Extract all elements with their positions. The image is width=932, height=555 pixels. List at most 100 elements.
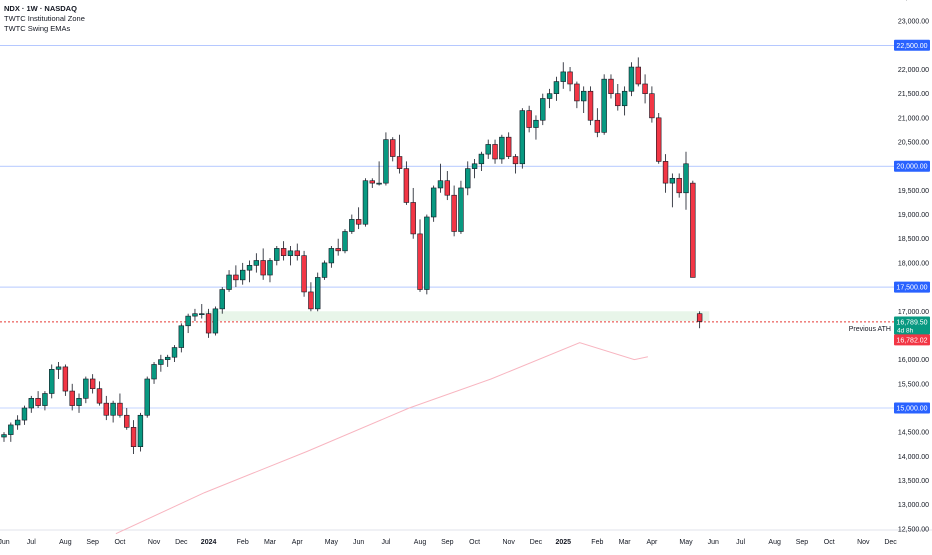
candle-body[interactable] bbox=[499, 136, 505, 160]
candle-body[interactable] bbox=[83, 378, 89, 399]
candle-body[interactable] bbox=[608, 78, 614, 94]
candle-body[interactable] bbox=[505, 136, 512, 157]
candle-body[interactable] bbox=[178, 325, 185, 348]
candle-body[interactable] bbox=[526, 110, 532, 128]
candle-body[interactable] bbox=[144, 378, 150, 416]
candle-body[interactable] bbox=[430, 187, 437, 218]
indicator-institutional-zone[interactable]: TWTC Institutional Zone bbox=[4, 14, 85, 23]
candle-body[interactable] bbox=[437, 180, 444, 189]
candle-body[interactable] bbox=[635, 66, 641, 85]
candle-body[interactable] bbox=[628, 66, 635, 92]
indicator-swing-emas[interactable]: TWTC Swing EMAs bbox=[4, 24, 71, 33]
candle-body[interactable] bbox=[260, 260, 266, 276]
candle-body[interactable] bbox=[226, 274, 232, 290]
candle-body[interactable] bbox=[69, 390, 75, 406]
candle-body[interactable] bbox=[280, 248, 287, 256]
candle-body[interactable] bbox=[574, 83, 580, 102]
candle-body[interactable] bbox=[533, 119, 539, 128]
candle-body[interactable] bbox=[28, 398, 34, 409]
candle-body[interactable] bbox=[267, 260, 273, 276]
candle-body[interactable] bbox=[362, 180, 369, 225]
candle-body[interactable] bbox=[696, 313, 703, 322]
candle-body[interactable] bbox=[656, 117, 662, 162]
candle-body[interactable] bbox=[512, 156, 519, 165]
candle-body[interactable] bbox=[14, 419, 21, 426]
candle-body[interactable] bbox=[540, 98, 546, 121]
candle-body[interactable] bbox=[117, 402, 123, 416]
candle-body[interactable] bbox=[349, 219, 355, 232]
candle-body[interactable] bbox=[662, 161, 669, 184]
candle-body[interactable] bbox=[383, 139, 389, 184]
candle-body[interactable] bbox=[199, 313, 205, 315]
candle-body[interactable] bbox=[192, 313, 198, 317]
candle-body[interactable] bbox=[676, 177, 682, 194]
candle-body[interactable] bbox=[137, 414, 144, 447]
candle-body[interactable] bbox=[321, 262, 328, 278]
candle-body[interactable] bbox=[485, 144, 491, 155]
symbol-title[interactable]: NDX · 1W · NASDAQ bbox=[4, 4, 77, 13]
candle-body[interactable] bbox=[396, 156, 403, 169]
candle-body[interactable] bbox=[615, 93, 621, 107]
candle-body[interactable] bbox=[451, 194, 457, 232]
candle-body[interactable] bbox=[444, 180, 450, 196]
candle-body[interactable] bbox=[683, 163, 689, 194]
ath-price-badge[interactable] bbox=[894, 334, 930, 346]
candle-body[interactable] bbox=[471, 163, 478, 169]
candle-body[interactable] bbox=[89, 378, 96, 389]
candle-body[interactable] bbox=[171, 347, 178, 358]
candle-body[interactable] bbox=[465, 168, 471, 189]
candle-body[interactable] bbox=[335, 248, 341, 252]
candle-body[interactable] bbox=[130, 427, 137, 447]
candle-body[interactable] bbox=[458, 187, 464, 232]
candle-body[interactable] bbox=[124, 414, 130, 428]
candle-body[interactable] bbox=[355, 219, 362, 225]
candle-body[interactable] bbox=[553, 81, 560, 94]
candle-body[interactable] bbox=[35, 398, 41, 406]
candle-body[interactable] bbox=[42, 393, 48, 406]
candle-body[interactable] bbox=[185, 315, 191, 327]
candle-body[interactable] bbox=[410, 202, 416, 235]
candle-body[interactable] bbox=[294, 250, 300, 256]
last-price-badge[interactable] bbox=[894, 316, 930, 335]
candle-body[interactable] bbox=[369, 180, 375, 184]
candle-body[interactable] bbox=[424, 216, 430, 290]
candle-body[interactable] bbox=[240, 269, 246, 281]
candle-body[interactable] bbox=[669, 177, 676, 184]
candle-body[interactable] bbox=[49, 369, 55, 394]
candle-body[interactable] bbox=[110, 402, 116, 416]
candle-body[interactable] bbox=[103, 402, 110, 416]
candle-body[interactable] bbox=[601, 78, 607, 133]
candle-body[interactable] bbox=[62, 366, 69, 392]
level-price-badge[interactable] bbox=[894, 402, 930, 414]
candle-body[interactable] bbox=[233, 274, 239, 281]
candle-body[interactable] bbox=[403, 168, 410, 203]
candle-body[interactable] bbox=[164, 356, 171, 360]
candle-body[interactable] bbox=[587, 90, 594, 121]
candle-body[interactable] bbox=[390, 139, 396, 157]
candle-body[interactable] bbox=[417, 233, 423, 290]
candle-body[interactable] bbox=[315, 277, 321, 310]
candle-body[interactable] bbox=[246, 265, 253, 271]
price-axis[interactable] bbox=[894, 0, 932, 550]
candle-body[interactable] bbox=[21, 407, 28, 421]
candle-body[interactable] bbox=[519, 110, 526, 165]
candle-body[interactable] bbox=[690, 182, 696, 278]
candle-body[interactable] bbox=[621, 90, 628, 107]
candle-body[interactable] bbox=[76, 398, 82, 406]
level-price-badge[interactable] bbox=[894, 281, 930, 293]
candle-body[interactable] bbox=[342, 231, 348, 252]
candle-body[interactable] bbox=[1, 434, 7, 438]
candle-body[interactable] bbox=[158, 359, 164, 365]
candle-body[interactable] bbox=[274, 248, 280, 261]
level-price-badge[interactable] bbox=[894, 39, 930, 51]
candle-body[interactable] bbox=[328, 248, 335, 264]
candle-body[interactable] bbox=[560, 71, 566, 82]
candle-body[interactable] bbox=[151, 364, 157, 380]
candle-body[interactable] bbox=[492, 144, 498, 160]
candle-body[interactable] bbox=[8, 424, 14, 435]
candle-body[interactable] bbox=[96, 388, 103, 404]
candle-body[interactable] bbox=[594, 119, 601, 133]
candle-body[interactable] bbox=[580, 90, 587, 102]
candle-body[interactable] bbox=[55, 366, 62, 370]
